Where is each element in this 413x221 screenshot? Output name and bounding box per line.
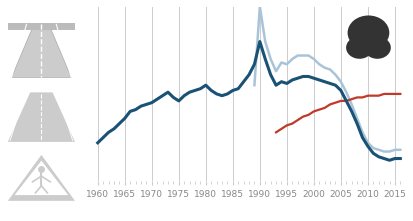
Polygon shape xyxy=(8,155,75,201)
Circle shape xyxy=(347,15,388,50)
Circle shape xyxy=(363,36,390,59)
Polygon shape xyxy=(14,161,68,195)
Circle shape xyxy=(345,36,372,59)
Polygon shape xyxy=(8,92,75,142)
Polygon shape xyxy=(362,19,373,33)
Polygon shape xyxy=(12,24,71,77)
Bar xyxy=(8,23,75,30)
